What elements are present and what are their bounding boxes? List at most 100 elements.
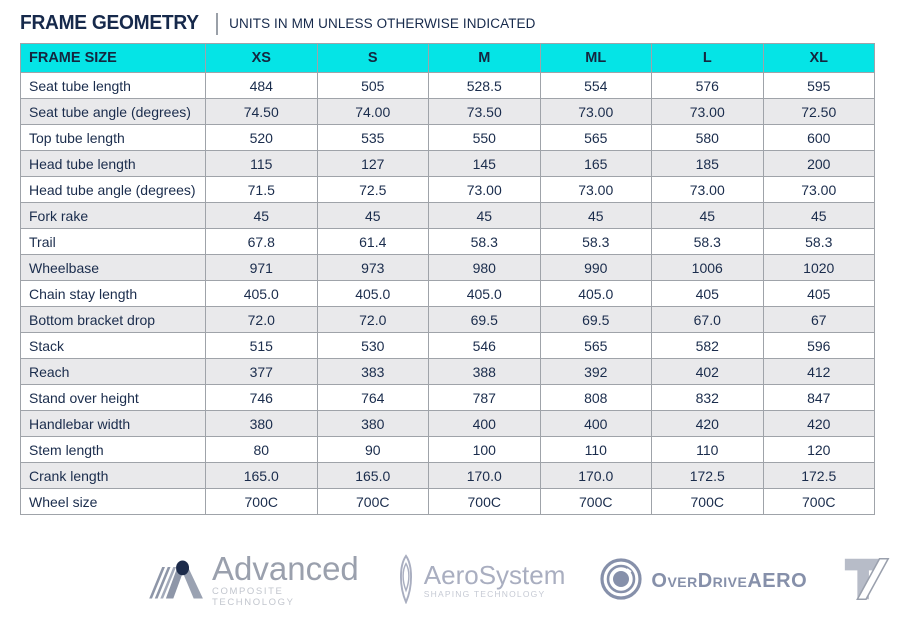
cell-value: 185 [651,150,764,177]
col-header-size-ml: ML [539,43,652,73]
cell-value: 528.5 [428,72,541,99]
cell-value: 505 [316,72,429,99]
tubeless-t-slash-icon [841,554,897,609]
geometry-table: FRAME SIZE XS S M ML L XL Seat tube length 484 5… [20,43,875,515]
row-label: Seat tube angle (degrees) [20,98,206,125]
cell-value: 847 [762,384,875,411]
cell-value: 172.5 [762,462,875,489]
cell-value: 58.3 [762,228,875,255]
cell-value: 170.0 [428,462,541,489]
cell-value: 535 [316,124,429,151]
logo-tubeless-system: Tubeless System [841,554,897,609]
table-row: Bottom bracket drop 72.0 72.0 69.5 69.5 67.0 6… [20,306,875,333]
advanced-composite-icon [148,554,212,609]
cell-value: 388 [428,358,541,385]
cell-value: 110 [651,436,764,463]
cell-value: 72.0 [205,306,318,333]
cell-value: 484 [205,72,318,99]
table-row: Stand over height 746 764 787 808 832 847 [20,384,875,411]
table-row: Crank length 165.0 165.0 170.0 170.0 172.5 172… [20,462,875,489]
cell-value: 405.0 [316,280,429,307]
cell-value: 45 [651,202,764,229]
cell-value: 45 [205,202,318,229]
cell-value: 172.5 [651,462,764,489]
cell-value: 100 [428,436,541,463]
cell-value: 576 [651,72,764,99]
cell-value: 420 [762,410,875,437]
cell-value: 596 [762,332,875,359]
col-header-size-xl: XL [762,43,875,73]
cell-value: 165.0 [316,462,429,489]
cell-value: 170.0 [539,462,652,489]
row-label: Bottom bracket drop [20,306,206,333]
cell-value: 74.50 [205,98,318,125]
cell-value: 520 [205,124,318,151]
cell-value: 380 [205,410,318,437]
page-header: FRAME GEOMETRY UNITS IN MM UNLESS OTHERW… [0,0,897,35]
cell-value: 45 [428,202,541,229]
overdrive-logo-aero: AERO [747,569,808,592]
footer-logos: Advanced COMPOSITE TECHNOLOGY AeroSystem… [0,548,897,614]
cell-value: 69.5 [539,306,652,333]
cell-value: 971 [205,254,318,281]
cell-value: 73.00 [539,176,652,203]
cell-value: 1020 [762,254,875,281]
row-label: Stand over height [20,384,206,411]
cell-value: 990 [539,254,652,281]
table-row: Handlebar width 380 380 400 400 420 420 [20,410,875,437]
row-label: Seat tube length [20,72,206,99]
cell-value: 746 [205,384,318,411]
table-row: Head tube angle (degrees) 71.5 72.5 73.00 73… [20,176,875,203]
cell-value: 165.0 [205,462,318,489]
cell-value: 73.00 [762,176,875,203]
cell-value: 700C [428,488,541,515]
table-header-row: FRAME SIZE XS S M ML L XL [20,43,875,73]
cell-value: 600 [762,124,875,151]
col-header-frame-size: FRAME SIZE [20,43,206,73]
cell-value: 980 [428,254,541,281]
cell-value: 595 [762,72,875,99]
aerosystem-logo-title: AeroSystem [423,560,566,590]
table-row: Seat tube length 484 505 528.5 554 576 595 [20,72,875,99]
aerosystem-logo-subtitle: SHAPING TECHNOLOGY [423,589,546,599]
logo-overdrive-aero: OverDriveAERO [599,557,807,606]
logo-advanced: Advanced COMPOSITE TECHNOLOGY [148,552,359,609]
cell-value: 377 [205,358,318,385]
cell-value: 530 [316,332,429,359]
cell-value: 115 [205,150,318,177]
cell-value: 67.0 [651,306,764,333]
cell-value: 69.5 [428,306,541,333]
cell-value: 565 [539,332,652,359]
row-label: Fork rake [20,202,206,229]
cell-value: 80 [205,436,318,463]
row-label: Stem length [20,436,206,463]
cell-value: 71.5 [205,176,318,203]
table-row: Reach 377 383 388 392 402 412 [20,358,875,385]
col-header-size-l: L [651,43,764,73]
cell-value: 973 [316,254,429,281]
row-label: Chain stay length [20,280,206,307]
cell-value: 200 [762,150,875,177]
table-body: Seat tube length 484 505 528.5 554 576 595 Seat… [20,72,875,515]
cell-value: 73.00 [539,98,652,125]
table-row: Stack 515 530 546 565 582 596 [20,332,875,359]
cell-value: 700C [651,488,764,515]
table-row: Stem length 80 90 100 110 110 120 [20,436,875,463]
row-label: Crank length [20,462,206,489]
aerosystem-airfoil-icon [393,553,424,609]
cell-value: 700C [316,488,429,515]
cell-value: 45 [539,202,652,229]
cell-value: 73.00 [428,176,541,203]
cell-value: 405.0 [205,280,318,307]
cell-value: 405.0 [428,280,541,307]
row-label: Head tube angle (degrees) [20,176,206,203]
table-row: Head tube length 115 127 145 165 185 200 [20,150,875,177]
cell-value: 90 [316,436,429,463]
cell-value: 392 [539,358,652,385]
cell-value: 832 [651,384,764,411]
col-header-size-xs: XS [205,43,318,73]
cell-value: 700C [539,488,652,515]
col-header-size-m: M [428,43,541,73]
table-row: Seat tube angle (degrees) 74.50 74.00 73.50… [20,98,875,125]
